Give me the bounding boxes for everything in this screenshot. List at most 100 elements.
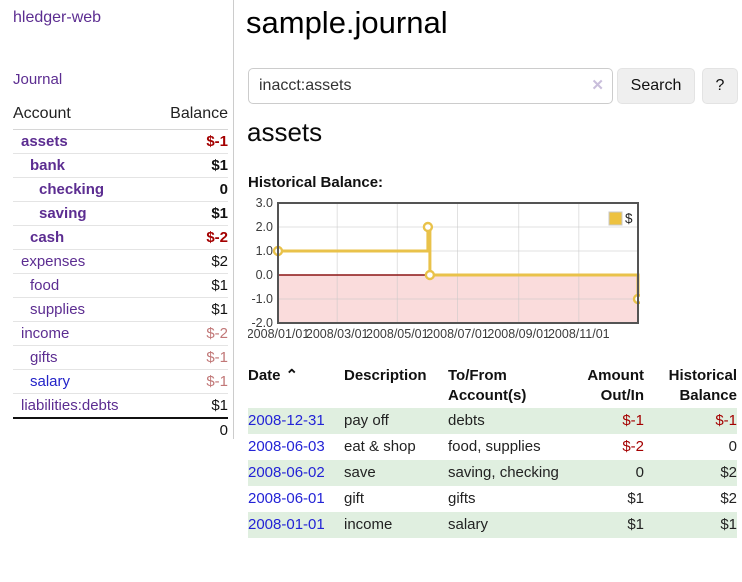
search-button[interactable]: Search	[617, 68, 695, 104]
y-tick-label: 1.0	[256, 244, 273, 258]
account-balance: $-2	[206, 229, 228, 246]
account-link[interactable]: saving	[39, 205, 87, 222]
account-link[interactable]: liabilities:debts	[21, 397, 119, 414]
account-balance: $2	[211, 253, 228, 270]
account-link[interactable]: food	[30, 277, 60, 294]
transaction-description: pay off	[344, 412, 389, 429]
account-row: bank $1	[13, 153, 228, 178]
account-balance: $1	[211, 157, 228, 174]
x-tick-label: 2008/11/01	[548, 327, 610, 341]
account-balance: $-2	[206, 325, 228, 342]
sidebar-divider	[233, 0, 234, 439]
account-row: checking 0	[13, 177, 228, 202]
plot-border	[277, 202, 639, 324]
y-tick-label: 2.0	[256, 220, 273, 234]
data-point-marker	[424, 269, 436, 281]
account-row: salary $-1	[13, 369, 228, 394]
transaction-accounts: salary	[448, 516, 489, 533]
sort-ascending-icon: ⌃	[285, 367, 299, 384]
transaction-date-link[interactable]: 2008-12-31	[248, 412, 325, 429]
register-row: 2008-06-01 gift gifts $1 $2	[248, 486, 737, 512]
accounts-total-spacer	[13, 417, 152, 442]
accounts-total-row: 0	[13, 417, 228, 442]
account-link[interactable]: expenses	[21, 253, 86, 270]
transaction-amount: $1	[627, 490, 644, 507]
x-tick-label: 2008/07/01	[426, 327, 489, 341]
register-header-row: Date ⌃ Description To/From Account(s) Amo…	[248, 362, 737, 408]
register-header-description: Description	[344, 367, 427, 384]
transaction-amount: 0	[635, 464, 644, 481]
register-row: 2008-06-03 eat & shop food, supplies $-2…	[248, 434, 737, 460]
help-button[interactable]: ?	[702, 68, 738, 104]
accounts-header-row: Account Balance	[13, 103, 228, 130]
account-link[interactable]: income	[21, 325, 70, 342]
accounts-total-value: 0	[151, 417, 228, 442]
account-heading: assets	[247, 117, 323, 147]
account-row: cash $-2	[13, 225, 228, 250]
transaction-accounts: debts	[448, 412, 485, 429]
y-tick-label: -2.0	[251, 316, 273, 330]
transaction-balance: $1	[720, 516, 737, 533]
transaction-accounts: gifts	[448, 490, 476, 507]
search-input[interactable]	[248, 68, 613, 104]
sidebar-item-journal[interactable]: Journal	[13, 71, 63, 88]
transaction-date-link[interactable]: 2008-01-01	[248, 516, 325, 533]
account-row: expenses $2	[13, 249, 228, 274]
register-header-amount: Amount Out/In	[587, 367, 644, 404]
x-tick-label: 2008/01/01	[248, 327, 309, 341]
register-row: 2008-06-02 save saving, checking 0 $2	[248, 460, 737, 486]
y-tick-label: 0.0	[256, 268, 273, 282]
account-row: gifts $-1	[13, 345, 228, 370]
account-row: liabilities:debts $1	[13, 393, 228, 418]
transaction-balance: $-1	[715, 412, 737, 429]
account-row: supplies $1	[13, 297, 228, 322]
transaction-date-link[interactable]: 2008-06-02	[248, 464, 325, 481]
transaction-amount: $1	[627, 516, 644, 533]
account-balance: $1	[211, 277, 228, 294]
transaction-date-link[interactable]: 2008-06-03	[248, 438, 325, 455]
register-table: Date ⌃ Description To/From Account(s) Amo…	[248, 362, 737, 538]
x-tick-label: 2008/05/01	[366, 327, 429, 341]
x-tick-label: 2008/09/01	[487, 327, 550, 341]
account-row: assets $-1	[13, 129, 228, 154]
transaction-description: income	[344, 516, 393, 533]
transaction-amount: $-2	[622, 438, 644, 455]
transaction-accounts: food, supplies	[448, 438, 541, 455]
register-row: 2008-01-01 income salary $1 $1	[248, 512, 737, 538]
accounts-header-balance: Balance	[151, 103, 228, 130]
account-row: food $1	[13, 273, 228, 298]
account-row: income $-2	[13, 321, 228, 346]
register-row: 2008-12-31 pay off debts $-1 $-1	[248, 408, 737, 434]
page-title: sample.journal	[246, 5, 448, 40]
y-tick-label: -1.0	[251, 292, 273, 306]
legend-label: $	[625, 211, 633, 226]
account-link[interactable]: assets	[21, 133, 68, 150]
transaction-accounts: saving, checking	[448, 464, 559, 481]
account-balance: $-1	[206, 133, 228, 150]
account-balance: $1	[211, 205, 228, 222]
y-tick-label: 3.0	[256, 196, 273, 210]
account-link[interactable]: supplies	[30, 301, 86, 318]
transaction-amount: $-1	[622, 412, 644, 429]
transaction-description: save	[344, 464, 376, 481]
account-link[interactable]: salary	[30, 373, 71, 390]
clear-search-icon[interactable]: ✕	[591, 77, 604, 94]
register-header-balance: Historical Balance	[668, 367, 737, 404]
chart-title: Historical Balance:	[248, 174, 384, 191]
accounts-header-account: Account	[13, 103, 152, 130]
transaction-description: gift	[344, 490, 365, 507]
x-tick-label: 2008/03/01	[306, 327, 369, 341]
transaction-balance: 0	[728, 438, 737, 455]
account-link[interactable]: cash	[30, 229, 65, 246]
account-link[interactable]: gifts	[30, 349, 58, 366]
transaction-description: eat & shop	[344, 438, 416, 455]
transaction-date-link[interactable]: 2008-06-01	[248, 490, 325, 507]
account-link[interactable]: checking	[39, 181, 105, 198]
historical-balance-chart: 3.0 2.0 1.0 0.0 -1.0 -2.0 2008/01/01 2008/03/01…	[247, 195, 644, 345]
legend-swatch	[608, 211, 623, 226]
accounts-table: Account Balance assets $-1 bank $1 check…	[13, 103, 228, 442]
register-header-date[interactable]: Date ⌃	[248, 367, 299, 384]
app-brand-link[interactable]: hledger-web	[13, 9, 102, 26]
account-link[interactable]: bank	[30, 157, 66, 174]
account-balance: $-1	[206, 373, 228, 390]
